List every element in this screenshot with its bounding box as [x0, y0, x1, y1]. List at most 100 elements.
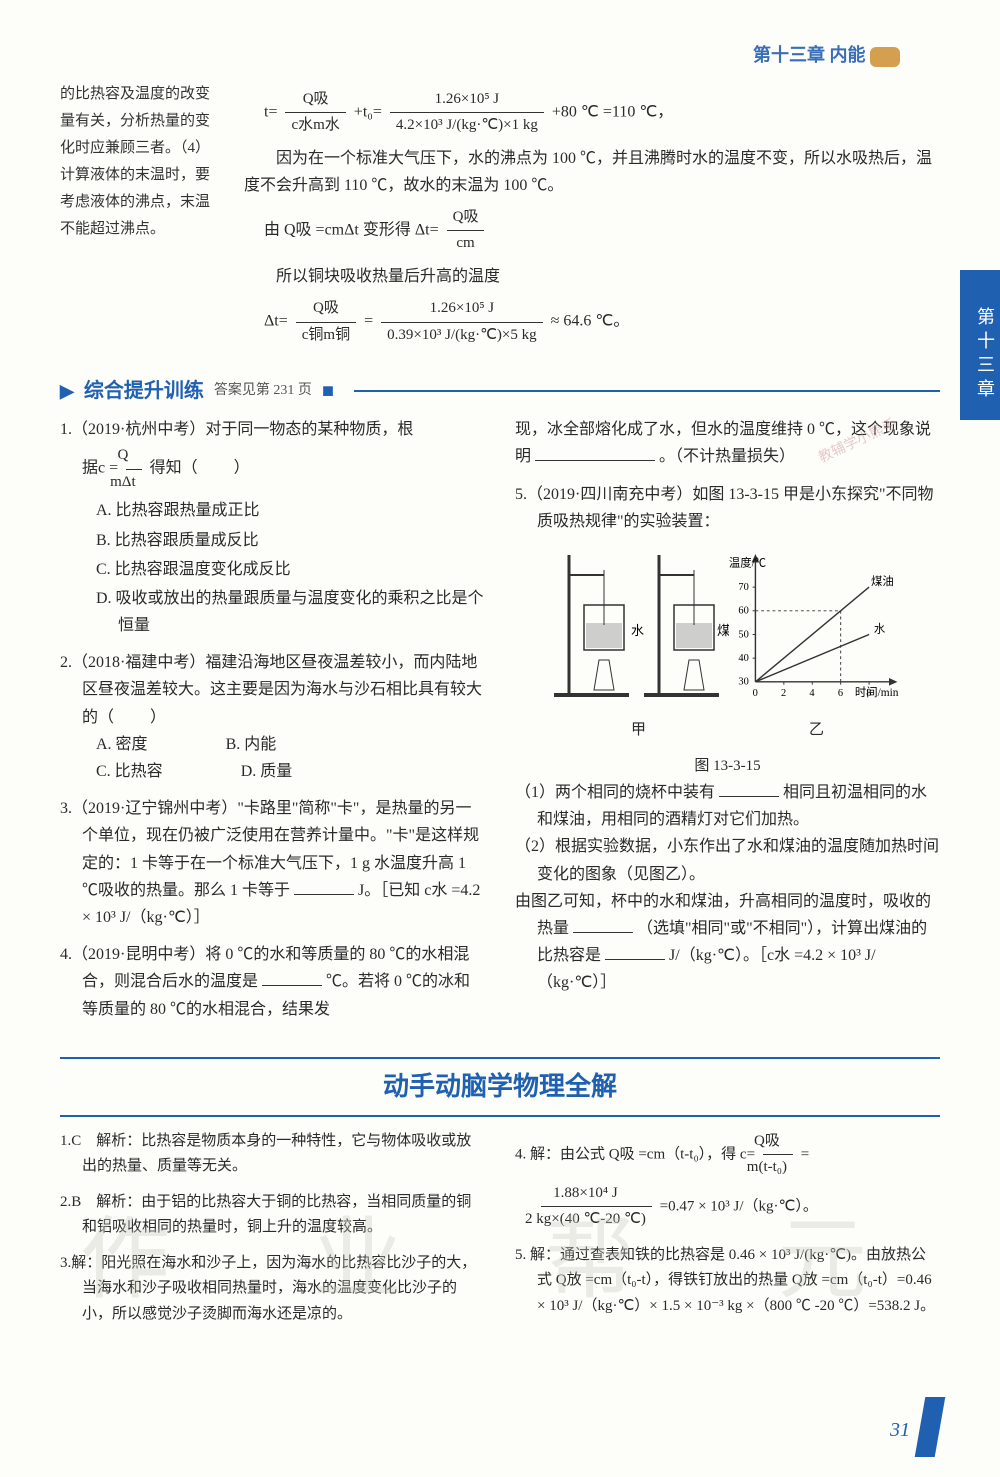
- caption-jia: 甲: [571, 718, 729, 744]
- right-column: 现，冰全部熔化成了水，但水的温度维持 0 ℃，这个现象说明 。（不计热量损失） …: [515, 416, 940, 1033]
- f3-prefix: Δt=: [264, 313, 288, 330]
- svg-text:时间/min: 时间/min: [854, 686, 898, 699]
- formula-1: t= Q吸c水m水 +t₀= 1.26×10⁵ J4.2×10³ J/(kg·℃…: [244, 87, 940, 139]
- svg-text:6: 6: [837, 688, 842, 699]
- frac-1: Q吸c水m水: [285, 87, 345, 139]
- chapter-title: 第十三章 内能: [753, 45, 866, 65]
- sol-2: 2.B 解析：由于铝的比热容大于铜的比热容，当相同质量的铜和铝吸收相同的热量时，…: [60, 1190, 485, 1241]
- s4-frac-2: 1.88×10⁴ J2 kg×(40 ℃-20 ℃): [541, 1181, 652, 1233]
- worked-para-1: 因为在一个标准大气压下，水的沸点为 100 ℃，并且沸腾时水的温度不变，所以水吸…: [244, 145, 940, 199]
- question-1: 1.（2019·杭州中考）对于同一物态的某种物质，根 据c = QmΔt 得知（…: [60, 416, 485, 639]
- q1-frac: QmΔt: [126, 443, 141, 495]
- q4-blank-1: [262, 968, 322, 986]
- sol-left: 1.C 解析：比热容是物质本身的一种特性，它与物体吸收或放出的热量、质量等无关。…: [60, 1129, 485, 1338]
- q2-opt-c: C. 比热容: [118, 758, 163, 785]
- svg-text:30: 30: [738, 677, 748, 688]
- s4-prefix: 4. 解：由公式 Q吸 =cm（t-t₀），得 c=: [515, 1146, 755, 1162]
- q5-diagram: 水 煤油 甲: [537, 545, 940, 744]
- svg-text:水: 水: [631, 623, 644, 638]
- sol-3: 3.解：阳光照在海水和沙子上，因为海水的比热容比沙子的大，当海水和沙子吸收相同热…: [60, 1251, 485, 1328]
- svg-text:60: 60: [738, 606, 748, 617]
- svg-text:水: 水: [873, 622, 885, 635]
- f1-mid: +t₀=: [354, 103, 382, 120]
- side-note: 的比热容及温度的改变量有关，分析热量的变化时应兼顾三者。（4）计算液体的末温时，…: [60, 81, 220, 355]
- svg-text:煤油: 煤油: [871, 574, 894, 588]
- q3-blank: [294, 877, 354, 895]
- chart-yi: 温度/℃ 时间/min 30 40 50 60 70 0 2 4: [749, 545, 907, 744]
- f1-prefix: t=: [264, 103, 277, 120]
- question-2: 2.（2018·福建中考）福建沿海地区昼夜温差较小，而内陆地区昼夜温差较大。这主…: [60, 649, 485, 785]
- svg-text:50: 50: [738, 629, 748, 640]
- question-3: 3.（2019·辽宁锦州中考）"卡路里"简称"卡"，是热量的另一个单位，现在仍被…: [60, 795, 485, 931]
- sol-1: 1.C 解析：比热容是物质本身的一种特性，它与物体吸收或放出的热量、质量等无关。: [60, 1129, 485, 1180]
- q5-blank-1: [719, 779, 779, 797]
- frac-4b: 1.26×10⁵ J0.39×10³ J/(kg·℃)×5 kg: [381, 296, 543, 348]
- solutions-title: 动手动脑学物理全解: [60, 1057, 940, 1117]
- sol-4: 4. 解：由公式 Q吸 =cm（t-t₀），得 c= Q吸m(t-t₀) = 1…: [515, 1129, 940, 1233]
- title-rule: [354, 390, 940, 392]
- q2-opts-row2: C. 比热容 D. 质量: [82, 758, 485, 785]
- q2-opts-row1: A. 密度 B. 内能: [82, 731, 485, 758]
- worked-para-2: 所以铜块吸收热量后升高的温度: [244, 263, 940, 290]
- section-title-text: 综合提升训练: [84, 374, 204, 408]
- svg-text:温度/℃: 温度/℃: [728, 555, 765, 569]
- q5-blank-2: [573, 915, 633, 933]
- chapter-tab: 第十三章: [960, 270, 1000, 420]
- svg-text:4: 4: [809, 688, 815, 699]
- f2-prefix: 由 Q吸 =cmΔt 变形得 Δt=: [264, 222, 439, 239]
- q4-blank-2: [535, 443, 655, 461]
- q5-sub1: （1）两个相同的烧杯中装有 相同且初温相同的水和煤油，用相同的酒精灯对它们加热。: [537, 779, 940, 833]
- question-5: 5.（2019·四川南充中考）如图 13-3-15 甲是小东探究"不同物质吸热规…: [515, 481, 940, 997]
- q5-sub2: （2）根据实验数据，小东作出了水和煤油的温度随加热时间变化的图象（见图乙）。: [537, 833, 940, 887]
- frac-3: Q吸cm: [447, 205, 485, 257]
- q1-opt-b: B. 比热容跟质量成反比: [82, 527, 485, 554]
- q2-stem: 2.（2018·福建中考）福建沿海地区昼夜温差较小，而内陆地区昼夜温差较大。这主…: [82, 649, 485, 731]
- q1-stem-a: 1.（2019·杭州中考）对于同一物态的某种物质，根: [82, 416, 485, 443]
- f1-suffix: +80 ℃ =110 ℃，: [552, 103, 673, 120]
- f3-suffix: ≈ 64.6 ℃。: [551, 313, 630, 330]
- page-number: 31: [890, 1413, 910, 1447]
- figure-caption: 图 13-3-15: [537, 754, 940, 780]
- f3-eq: =: [364, 313, 377, 330]
- formula-2: 由 Q吸 =cmΔt 变形得 Δt= Q吸cm: [244, 205, 940, 257]
- frac-4a: Q吸c铜m铜: [296, 296, 356, 348]
- q1-stem-b: 据c = QmΔt 得知（ ）: [82, 443, 485, 495]
- arrow-icon: ▶: [60, 376, 74, 407]
- sol-5: 5. 解：通过查表知铁的比热容是 0.46 × 10³ J/(kg·℃)。由放热…: [515, 1243, 940, 1320]
- header-icon: [870, 47, 900, 67]
- q2-opt-a: A. 密度: [118, 731, 148, 758]
- chart-svg: 温度/℃ 时间/min 30 40 50 60 70 0 2 4: [727, 545, 907, 705]
- caption-yi: 乙: [749, 718, 907, 744]
- svg-text:40: 40: [738, 653, 748, 664]
- svg-text:8: 8: [866, 688, 871, 699]
- q2-opt-d: D. 质量: [263, 758, 293, 785]
- q4-tail: 。（不计热量损失）: [659, 448, 795, 465]
- exercises: 1.（2019·杭州中考）对于同一物态的某种物质，根 据c = QmΔt 得知（…: [60, 416, 940, 1033]
- top-section: 的比热容及温度的改变量有关，分析热量的变化时应兼顾三者。（4）计算液体的末温时，…: [60, 81, 940, 355]
- left-column: 1.（2019·杭州中考）对于同一物态的某种物质，根 据c = QmΔt 得知（…: [60, 416, 485, 1033]
- s4-frac-1: Q吸m(t-t₀): [763, 1129, 793, 1181]
- square-icon: ■: [322, 374, 334, 408]
- q5-stem: 5.（2019·四川南充中考）如图 13-3-15 甲是小东探究"不同物质吸热规…: [537, 481, 940, 535]
- q2-opt-b: B. 内能: [248, 731, 277, 758]
- frac-2: 1.26×10⁵ J4.2×10³ J/(kg·℃)×1 kg: [390, 87, 544, 139]
- page-number-deco: [915, 1397, 946, 1457]
- svg-text:2: 2: [781, 688, 786, 699]
- apparatus-svg: 水 煤油: [549, 545, 729, 705]
- chapter-header: 第十三章 内能: [60, 40, 940, 71]
- worked-example: t= Q吸c水m水 +t₀= 1.26×10⁵ J4.2×10³ J/(kg·℃…: [244, 81, 940, 355]
- sol-right: 4. 解：由公式 Q吸 =cm（t-t₀），得 c= Q吸m(t-t₀) = 1…: [515, 1129, 940, 1338]
- svg-text:70: 70: [738, 582, 748, 593]
- q1-opt-c: C. 比热容跟温度变化成反比: [82, 556, 485, 583]
- q1-opt-d: D. 吸收或放出的热量跟质量与温度变化的乘积之比是个恒量: [82, 585, 485, 639]
- formula-3: Δt= Q吸c铜m铜 = 1.26×10⁵ J0.39×10³ J/(kg·℃)…: [244, 296, 940, 348]
- svg-text:0: 0: [752, 688, 757, 699]
- apparatus-jia: 水 煤油 甲: [571, 545, 729, 744]
- section-title: ▶ 综合提升训练 答案见第 231 页 ■: [60, 374, 940, 408]
- s4-suffix: =0.47 × 10³ J/（kg·℃）。: [660, 1198, 818, 1214]
- q1-opt-a: A. 比热容跟热量成正比: [82, 497, 485, 524]
- q5-blank-3: [605, 942, 665, 960]
- answer-ref: 答案见第 231 页: [214, 379, 312, 403]
- question-4-start: 4.（2019·昆明中考）将 0 ℃的水和等质量的 80 ℃的水相混合，则混合后…: [60, 941, 485, 1023]
- solutions: 1.C 解析：比热容是物质本身的一种特性，它与物体吸收或放出的热量、质量等无关。…: [60, 1129, 940, 1338]
